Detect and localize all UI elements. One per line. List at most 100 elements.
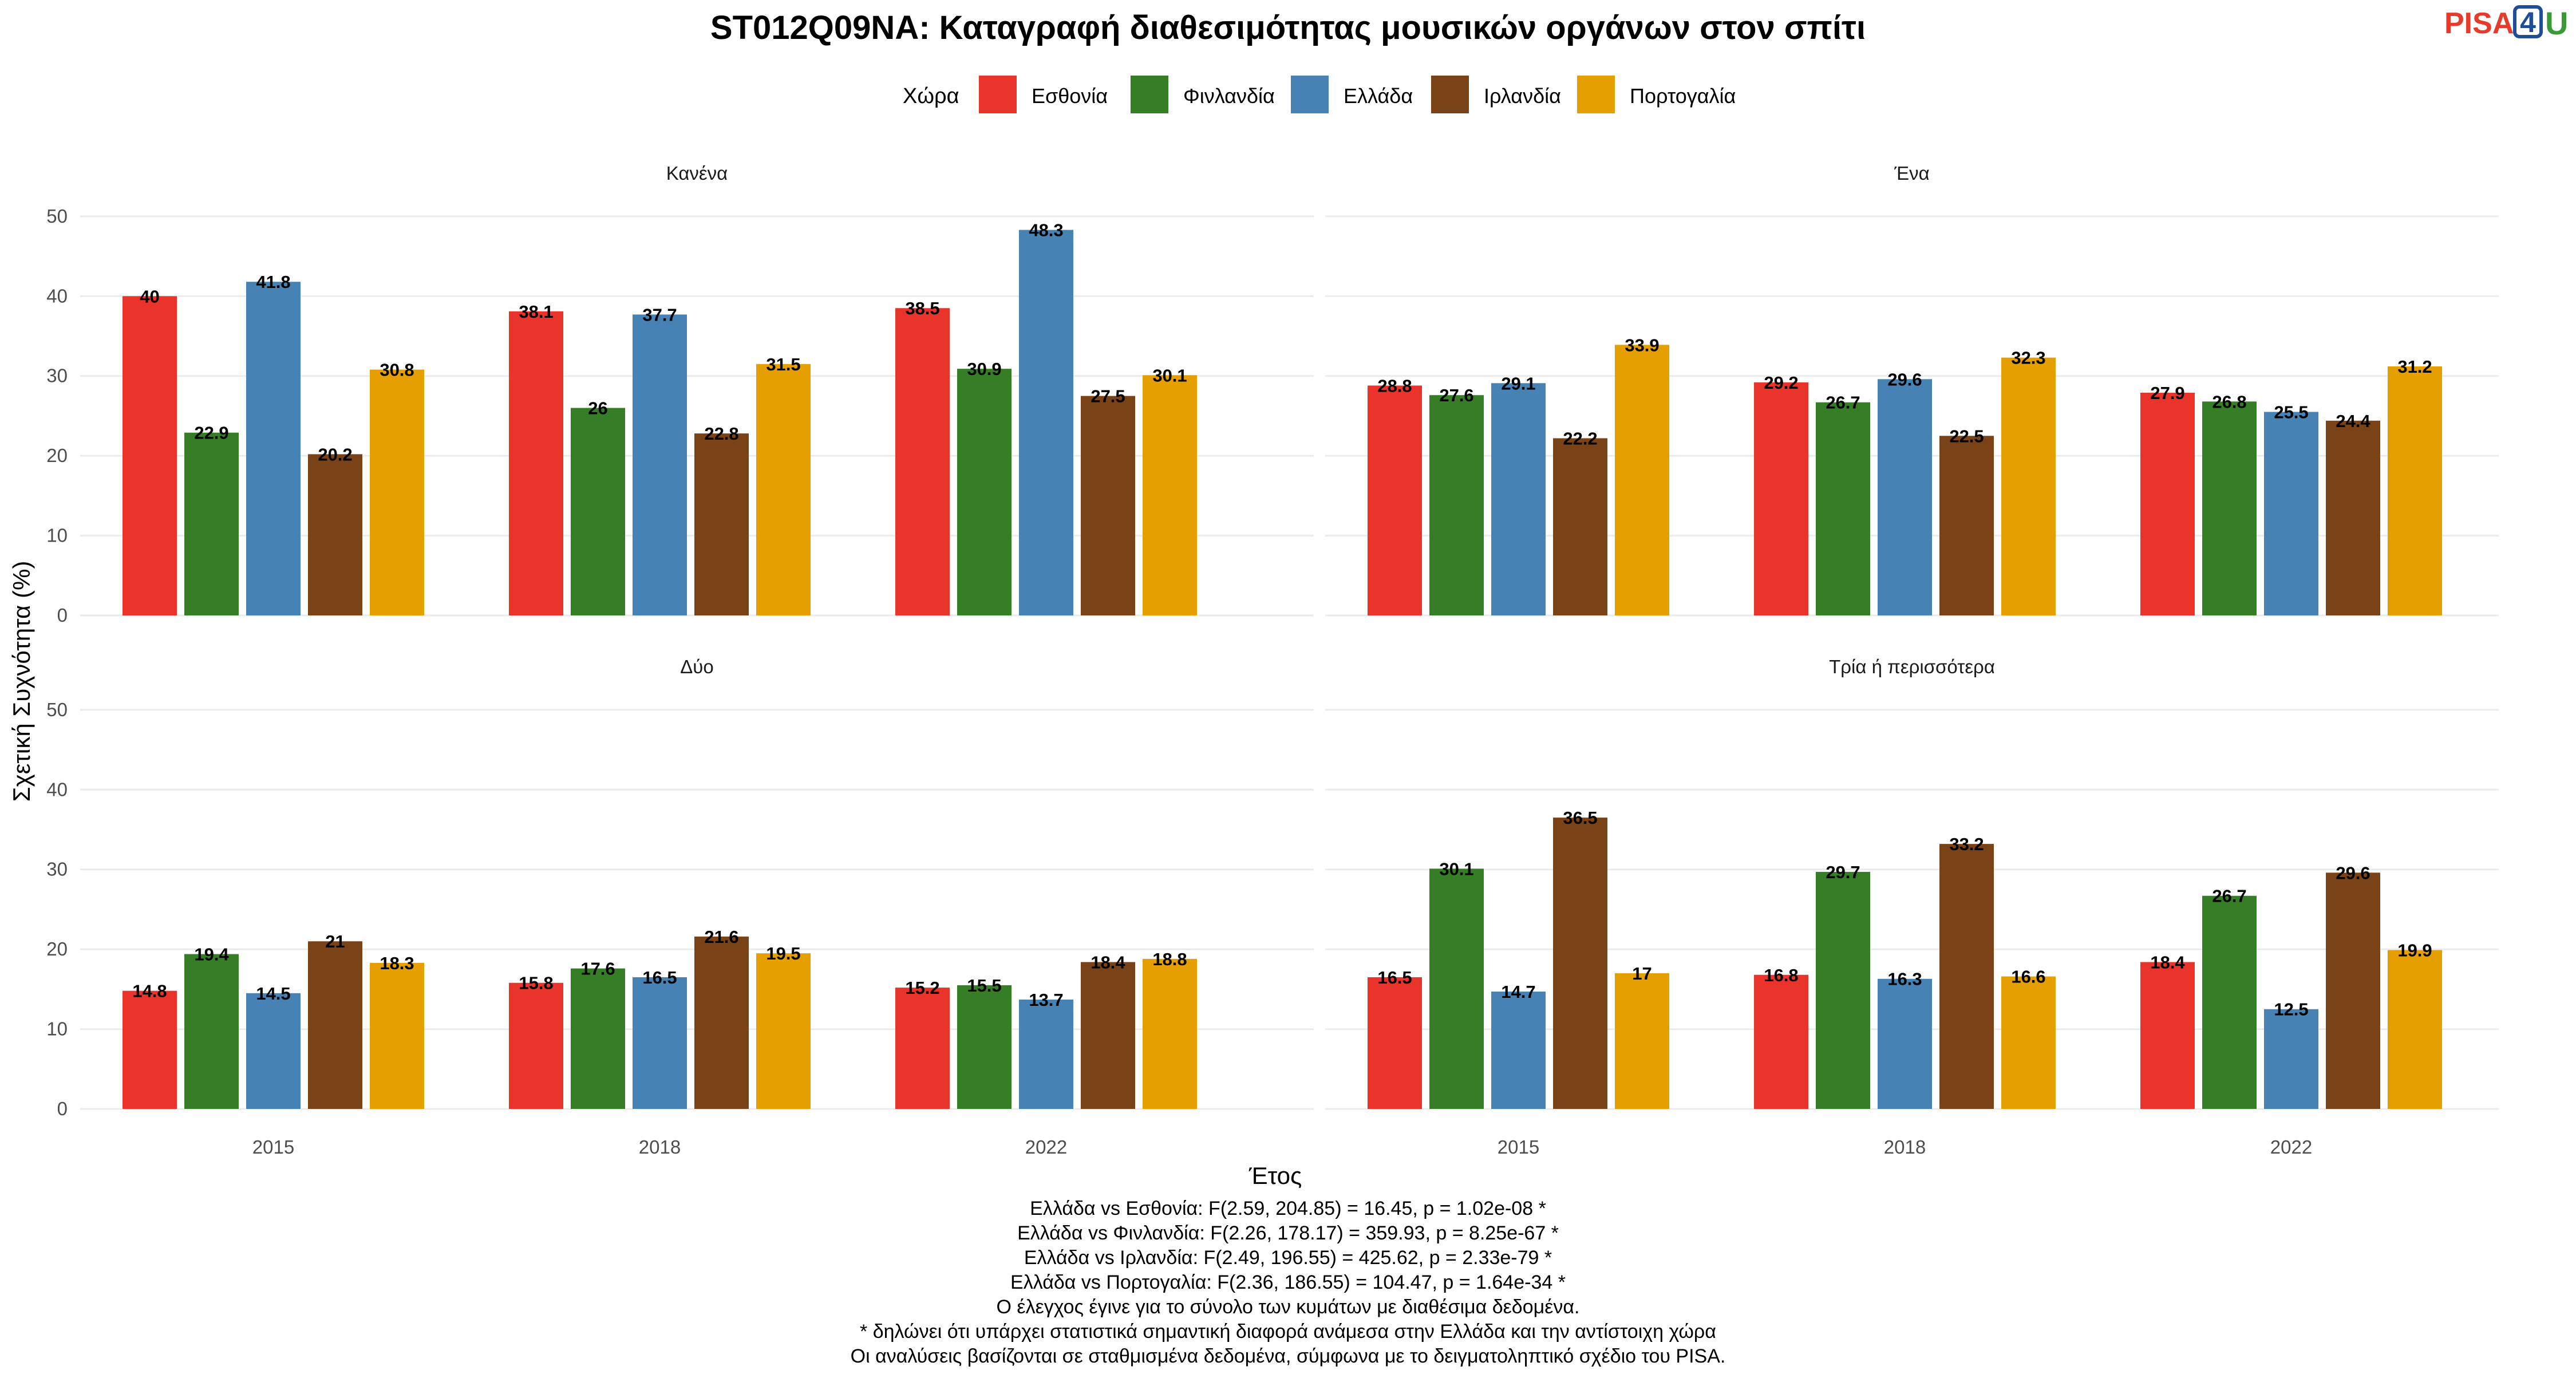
bar-value-label: 24.4 [2336, 411, 2370, 431]
legend-swatch [1131, 76, 1168, 113]
bar [571, 968, 625, 1109]
bar [246, 282, 301, 615]
legend-label: Ιρλανδία [1484, 84, 1561, 108]
x-tick-label: 2015 [252, 1136, 294, 1158]
bar-value-label: 48.3 [1029, 220, 1063, 240]
bar-value-label: 26.7 [2212, 886, 2246, 906]
bar-value-label: 40 [140, 286, 159, 306]
bar [2140, 393, 2195, 615]
bar [1878, 379, 1932, 615]
bar-value-label: 14.7 [1501, 982, 1535, 1002]
bar-value-label: 16.5 [1377, 968, 1412, 988]
bar [1816, 402, 1870, 615]
caption-line: Ελλάδα vs Ιρλανδία: F(2.49, 196.55) = 42… [1024, 1247, 1552, 1269]
bar [1553, 438, 1607, 615]
bar-value-label: 26.7 [1826, 393, 1860, 413]
bar-value-label: 18.8 [1152, 949, 1187, 969]
bar [2001, 357, 2056, 615]
bar [633, 977, 687, 1109]
bar-value-label: 19.9 [2397, 941, 2432, 961]
x-tick-label: 2018 [1884, 1136, 1926, 1158]
bar [1081, 962, 1135, 1109]
bar [1615, 973, 1669, 1109]
bar-value-label: 15.5 [967, 976, 1001, 996]
bar [1143, 375, 1197, 615]
bar-value-label: 13.7 [1029, 990, 1063, 1010]
y-tick-label: 20 [46, 938, 68, 960]
bar [694, 433, 749, 615]
bar [2388, 366, 2442, 615]
caption-line: * δηλώνει ότι υπάρχει στατιστικά σημαντι… [860, 1321, 1716, 1343]
bar-value-label: 17.6 [580, 959, 615, 979]
bar [509, 982, 563, 1109]
bar-value-label: 36.5 [1563, 808, 1597, 828]
bar-value-label: 29.2 [1764, 373, 1798, 393]
bar-value-label: 21 [325, 931, 345, 951]
bar-value-label: 15.2 [905, 978, 939, 998]
bar-value-label: 16.3 [1887, 969, 1922, 989]
y-tick-label: 10 [46, 525, 68, 546]
y-tick-label: 30 [46, 365, 68, 386]
bar [571, 408, 625, 615]
bar-value-label: 29.7 [1826, 862, 1860, 882]
bar-value-label: 25.5 [2274, 402, 2308, 422]
bar [2202, 895, 2257, 1109]
y-tick-label: 30 [46, 859, 68, 880]
x-tick-label: 2018 [639, 1136, 681, 1158]
bar-value-label: 38.5 [905, 298, 939, 318]
facet-panel: Ένα 28.8 27.6 29.1 22.2 33.9 29.2 26.7 29.6 22.5 3… [1325, 163, 2499, 617]
y-tick-label: 0 [57, 1098, 68, 1119]
bar-value-label: 18.3 [380, 953, 414, 973]
logo-text-4: 4 [2520, 6, 2536, 38]
bar [1429, 868, 1484, 1109]
x-tick-label: 2022 [1025, 1136, 1067, 1158]
x-axis-title: Έτος [1249, 1162, 1302, 1189]
y-tick-label: 10 [46, 1018, 68, 1040]
bar [2326, 872, 2380, 1109]
bar [2326, 420, 2380, 615]
bar-value-label: 27.5 [1091, 386, 1125, 406]
bar-value-label: 30.1 [1439, 859, 1473, 879]
bar-value-label: 26.8 [2212, 392, 2246, 412]
bar [509, 311, 563, 615]
bar [246, 993, 301, 1109]
bar [184, 954, 239, 1109]
x-tick-label: 2015 [1498, 1136, 1539, 1158]
bar [1754, 382, 1808, 615]
bar [1491, 992, 1546, 1109]
chart-title: ST012Q09NA: Καταγραφή διαθεσιμότητας μου… [710, 9, 1866, 46]
panels: Κανένα 0 10 20 30 40 50 40 22.9 41.8 20.2 30.8 38.1 2… [46, 163, 2499, 1158]
legend-label: Εσθονία [1032, 84, 1108, 108]
bar-value-label: 32.3 [2011, 348, 2045, 368]
logo-box [2513, 5, 2543, 38]
bar [308, 941, 362, 1109]
bar-value-label: 12.5 [2274, 1000, 2308, 1020]
bar [1816, 871, 1870, 1109]
facet-panel: Τρία ή περισσότερα 16.5 30.1 14.7 36.5 17 16.8… [1325, 656, 2499, 1158]
bar [123, 296, 177, 615]
facet-panel: Κανένα 0 10 20 30 40 50 40 22.9 41.8 20.2 30.8 38.1 2… [46, 163, 1314, 626]
legend-label: Πορτογαλία [1630, 84, 1736, 108]
facet-label: Κανένα [666, 163, 728, 184]
legend-title: Χώρα [903, 84, 959, 108]
bar-value-label: 27.6 [1439, 385, 1473, 405]
bar-value-label: 30.1 [1152, 365, 1187, 385]
bar [694, 936, 749, 1109]
bar [957, 985, 1012, 1109]
y-tick-label: 0 [57, 605, 68, 626]
bar-value-label: 17 [1632, 964, 1652, 984]
bar-value-label: 22.2 [1563, 428, 1597, 448]
bar [1368, 977, 1422, 1109]
legend-swatch [979, 76, 1017, 113]
bar-value-label: 41.8 [256, 272, 290, 292]
caption-line: Οι αναλύσεις βασίζονται σε σταθμισμένα δ… [851, 1345, 1726, 1367]
caption-line: Ελλάδα vs Πορτογαλία: F(2.36, 186.55) = … [1010, 1272, 1566, 1293]
bar-value-label: 26 [588, 398, 607, 418]
x-tick-label: 2022 [2270, 1136, 2312, 1158]
bar [370, 369, 424, 615]
bar [1553, 818, 1607, 1109]
bar-value-label: 30.9 [967, 359, 1001, 379]
caption: Ελλάδα vs Εσθονία: F(2.59, 204.85) = 16.… [851, 1198, 1726, 1367]
bar [1081, 396, 1135, 615]
